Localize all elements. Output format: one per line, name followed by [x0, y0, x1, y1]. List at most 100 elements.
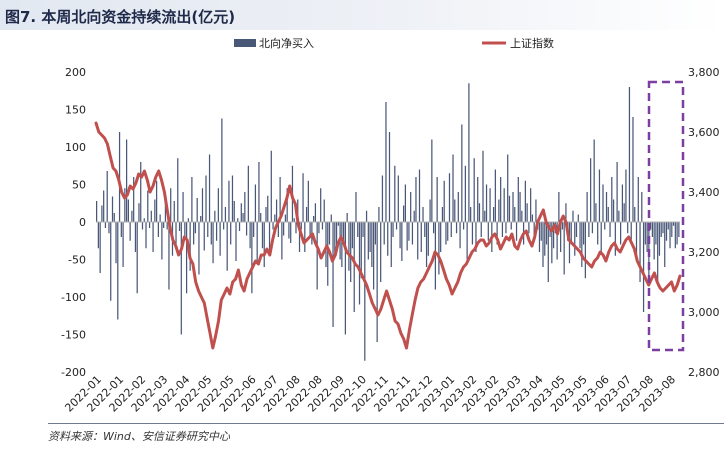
bar	[607, 207, 609, 222]
bar	[639, 222, 641, 282]
bar	[245, 222, 248, 236]
bar	[406, 222, 408, 251]
bar	[512, 192, 514, 222]
y-left-tick-label: 0	[79, 216, 86, 229]
bar	[122, 222, 124, 267]
bar	[641, 192, 643, 222]
bar	[348, 222, 350, 271]
bar	[618, 210, 620, 222]
bar	[448, 173, 451, 222]
bar	[604, 222, 606, 230]
bar	[572, 210, 574, 222]
bar	[141, 222, 144, 230]
bar	[346, 213, 348, 222]
bar	[335, 222, 338, 252]
y-right-tick-label: 3,800	[688, 66, 720, 79]
bar	[210, 222, 212, 245]
bar	[253, 222, 255, 237]
bar	[108, 222, 110, 234]
bar	[120, 222, 122, 237]
bar	[671, 222, 673, 237]
bar	[261, 222, 264, 249]
bar	[270, 150, 272, 222]
bar	[443, 180, 445, 222]
bar	[473, 158, 475, 222]
y-right-tick-label: 3,400	[688, 186, 720, 199]
bar	[272, 222, 274, 230]
bar	[110, 222, 112, 301]
bar	[584, 222, 586, 279]
bar	[113, 213, 115, 222]
bar	[595, 203, 597, 222]
bar	[200, 216, 202, 222]
bar	[519, 192, 521, 222]
bar	[651, 222, 654, 237]
bar	[267, 195, 269, 222]
bar	[597, 222, 599, 245]
bar	[466, 222, 468, 260]
bar	[320, 188, 322, 222]
bar	[501, 222, 504, 237]
bar	[533, 222, 535, 237]
bar	[125, 139, 128, 222]
bar	[205, 175, 207, 222]
bar	[417, 222, 419, 260]
bar	[374, 222, 377, 245]
y-left-tick-label: -150	[61, 329, 86, 342]
bar	[505, 222, 507, 234]
bar	[452, 154, 454, 222]
bar	[304, 222, 306, 252]
bar	[298, 222, 301, 252]
bar	[577, 214, 579, 222]
highlight-box	[647, 80, 685, 352]
bar	[173, 201, 175, 222]
bar	[111, 196, 114, 222]
bar	[358, 222, 361, 305]
bar	[307, 180, 309, 222]
bar	[621, 184, 624, 222]
bar	[478, 203, 481, 222]
bar	[318, 222, 320, 234]
bar	[482, 150, 484, 222]
bar	[152, 222, 154, 252]
bar	[143, 218, 145, 222]
bar	[632, 117, 634, 222]
bar	[240, 203, 242, 222]
bar	[233, 201, 235, 222]
footer-rule	[48, 423, 724, 424]
bar	[154, 199, 156, 222]
bar	[302, 173, 304, 222]
bar	[399, 222, 401, 249]
bar	[180, 222, 182, 335]
bar	[140, 162, 142, 222]
bar	[470, 207, 472, 222]
bar	[672, 222, 675, 226]
bar	[288, 222, 290, 239]
title-bar	[0, 0, 724, 30]
bar	[507, 154, 509, 222]
bar	[485, 184, 488, 222]
bar	[251, 222, 253, 294]
bar	[189, 222, 191, 271]
bar	[103, 190, 105, 222]
bar	[380, 222, 382, 282]
bar	[284, 214, 287, 222]
bar	[565, 203, 567, 222]
bar	[646, 222, 648, 252]
bar	[249, 222, 251, 249]
bar	[454, 199, 456, 222]
bar	[362, 222, 364, 237]
bar	[337, 222, 339, 226]
bar	[254, 184, 257, 222]
bar	[101, 205, 103, 222]
y-left-tick-label: -100	[61, 291, 86, 304]
bar	[625, 169, 627, 222]
y-axis-right: 3,800 3,600 3,400 3,200 3,000 2,800	[688, 66, 720, 379]
bar	[223, 222, 225, 230]
bar	[598, 169, 601, 222]
bar	[630, 222, 632, 245]
bar	[369, 222, 371, 252]
bar	[364, 222, 366, 361]
bar	[334, 222, 336, 256]
bar	[558, 192, 560, 222]
